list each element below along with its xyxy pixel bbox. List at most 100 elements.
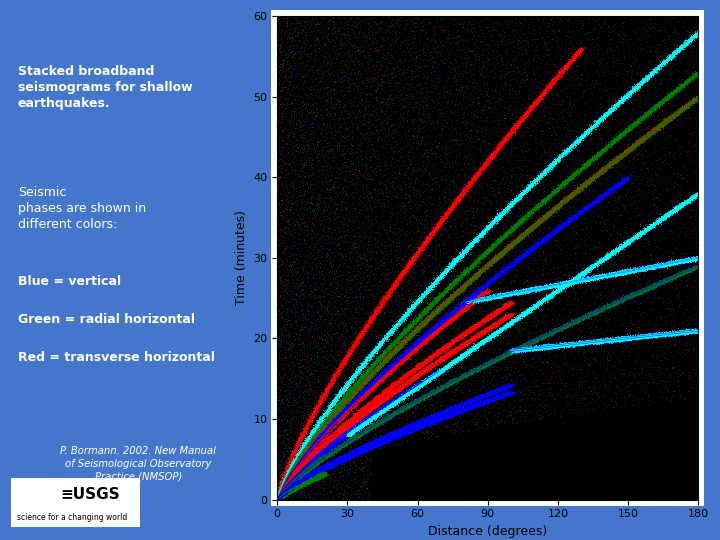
Point xyxy=(401,402,413,411)
Point xyxy=(412,248,423,256)
Point xyxy=(450,165,462,174)
Point xyxy=(542,342,554,351)
Point xyxy=(343,378,355,387)
Point xyxy=(316,452,328,461)
Point xyxy=(373,416,384,424)
Point xyxy=(549,329,560,338)
Point xyxy=(657,330,669,339)
Point xyxy=(426,352,438,360)
Point xyxy=(551,325,562,334)
Point xyxy=(370,410,382,418)
Point xyxy=(508,346,520,354)
Point xyxy=(637,134,649,143)
Point xyxy=(501,311,513,320)
Point xyxy=(377,359,389,368)
Point xyxy=(433,369,445,377)
Point xyxy=(308,453,320,462)
Point xyxy=(332,457,343,466)
Point xyxy=(288,460,300,468)
Point xyxy=(518,342,530,351)
Point xyxy=(621,334,633,342)
Point xyxy=(588,309,599,318)
Point xyxy=(297,464,309,472)
Point xyxy=(477,326,489,335)
Point xyxy=(316,470,328,479)
Point xyxy=(603,270,615,279)
Point xyxy=(309,469,320,477)
Point xyxy=(445,212,456,221)
Point xyxy=(438,287,449,296)
Point xyxy=(554,280,565,289)
Point xyxy=(490,255,502,264)
Point xyxy=(688,191,700,200)
Point xyxy=(598,189,610,198)
Point xyxy=(292,462,304,471)
Point xyxy=(477,298,489,307)
Point xyxy=(300,464,312,472)
Point xyxy=(505,348,517,356)
Point xyxy=(301,193,312,201)
Point xyxy=(690,16,702,24)
Point xyxy=(450,313,462,321)
Point xyxy=(423,374,435,382)
Point xyxy=(655,331,667,340)
Point xyxy=(573,210,585,219)
Point xyxy=(667,258,678,266)
Point xyxy=(443,348,454,357)
Point xyxy=(387,409,398,418)
Point xyxy=(596,272,608,281)
Point xyxy=(487,330,498,339)
Point xyxy=(551,239,562,248)
Point xyxy=(310,438,321,447)
Point xyxy=(300,468,311,476)
Point xyxy=(686,327,698,336)
Point xyxy=(348,425,359,434)
Point xyxy=(660,260,671,268)
Point xyxy=(300,467,311,475)
Point xyxy=(600,271,611,280)
Point xyxy=(654,277,665,286)
Point xyxy=(387,357,398,366)
Point xyxy=(433,370,444,379)
Point xyxy=(339,438,351,447)
Point xyxy=(346,374,358,382)
Point xyxy=(355,332,366,340)
Point xyxy=(276,492,287,501)
Point xyxy=(311,473,323,482)
Point xyxy=(366,312,378,321)
Point xyxy=(660,277,671,286)
Point xyxy=(388,363,400,372)
Point xyxy=(469,367,481,375)
Point xyxy=(618,334,629,342)
Point xyxy=(562,195,574,204)
Point xyxy=(594,254,606,263)
Point xyxy=(548,292,559,300)
Point xyxy=(516,235,527,244)
Point xyxy=(341,454,353,463)
Point xyxy=(403,388,415,396)
Point xyxy=(679,256,690,265)
Point xyxy=(302,446,314,455)
Point xyxy=(341,389,352,398)
Point xyxy=(305,476,317,484)
Point xyxy=(593,338,604,347)
Point xyxy=(676,257,688,266)
Point xyxy=(276,490,288,498)
Point xyxy=(356,420,368,428)
Point xyxy=(339,420,351,428)
Point xyxy=(400,416,412,424)
Point xyxy=(614,152,626,161)
Point xyxy=(488,319,500,328)
Point xyxy=(321,305,333,313)
Point xyxy=(279,352,291,361)
Point xyxy=(564,318,575,327)
Point xyxy=(365,398,377,407)
Point xyxy=(328,433,339,441)
Point xyxy=(354,211,365,220)
Point xyxy=(431,14,442,23)
Point xyxy=(546,228,558,237)
Point xyxy=(337,440,348,449)
Point xyxy=(439,191,451,200)
Point xyxy=(397,389,408,397)
Point xyxy=(334,440,346,448)
